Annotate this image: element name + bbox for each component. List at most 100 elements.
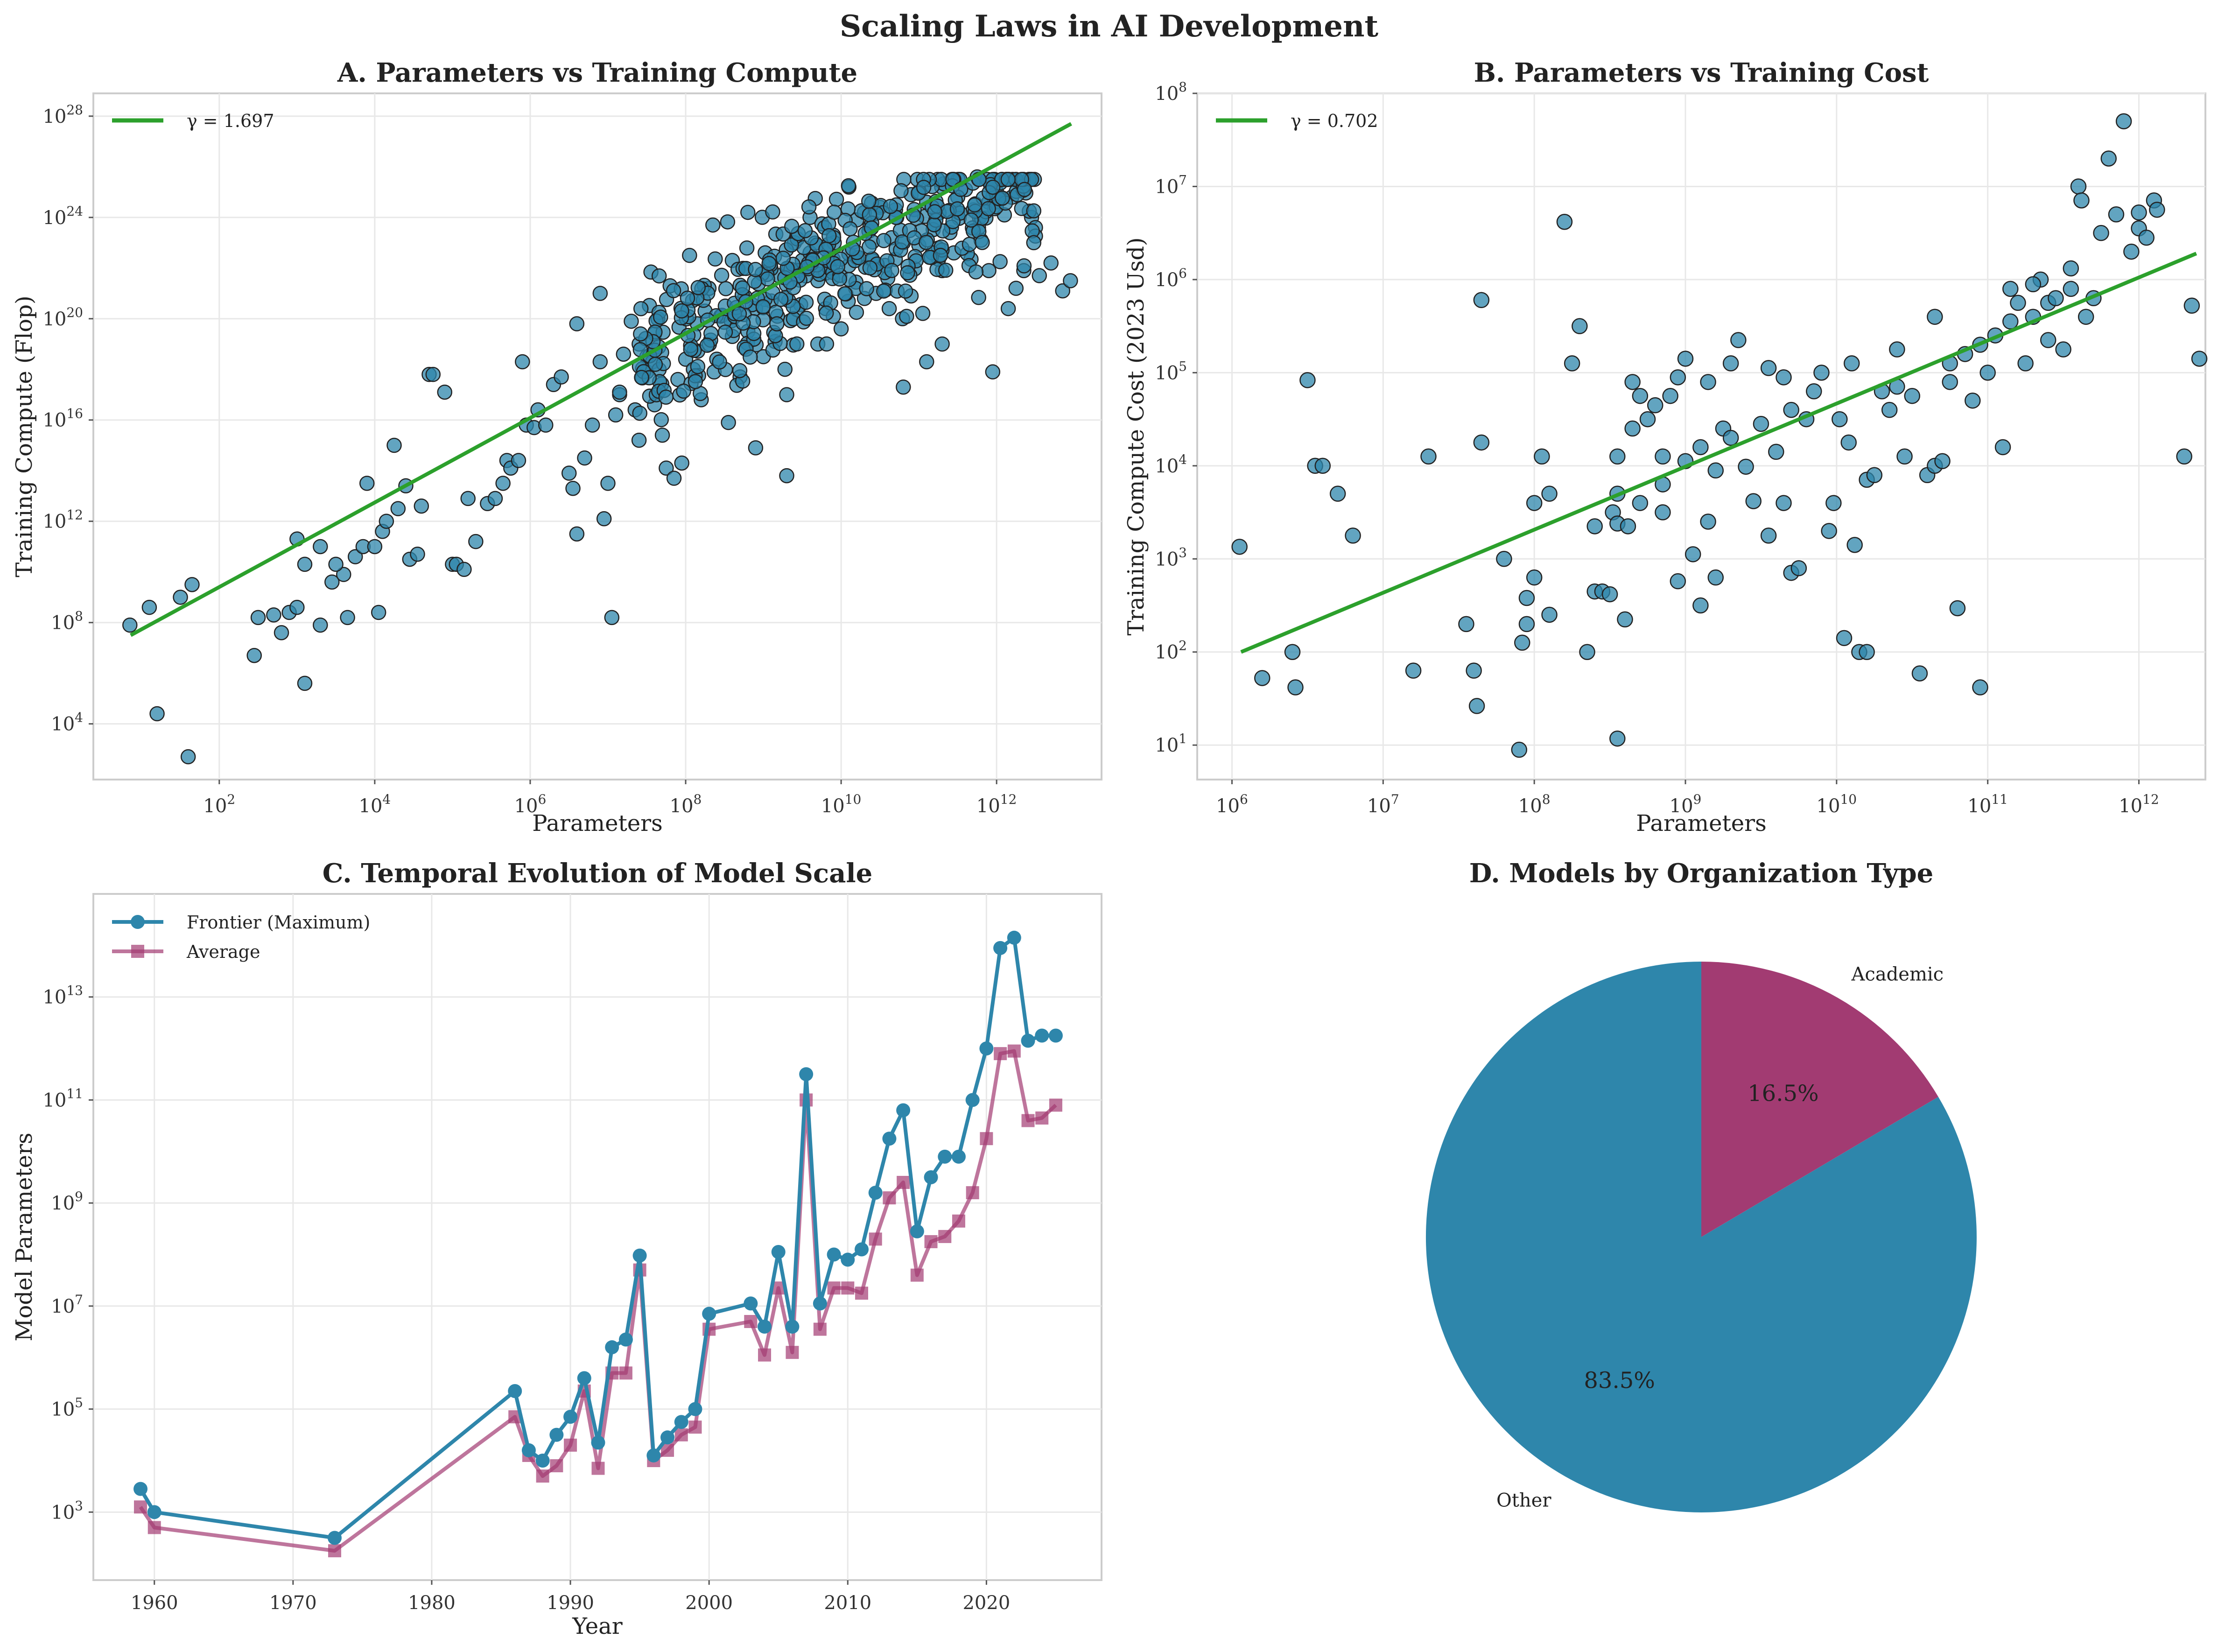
scatter-point xyxy=(1579,644,1595,660)
scatter-point xyxy=(515,354,530,370)
scatter-point xyxy=(761,256,777,271)
x-tick-label: 1012 xyxy=(2119,792,2159,817)
scatter-point xyxy=(1843,355,1860,372)
scatter-point xyxy=(2017,355,2034,372)
frontier-point xyxy=(591,1435,605,1450)
scatter-point xyxy=(1609,448,1626,465)
scatter-point xyxy=(1840,434,1857,451)
y-tick-label: 1012 xyxy=(42,507,83,533)
scatter-point xyxy=(708,251,723,267)
x-tick-label: 1990 xyxy=(547,1592,594,1614)
scatter-point xyxy=(1632,387,1649,404)
scatter-point xyxy=(784,237,799,253)
scatter-point xyxy=(775,251,791,266)
scatter-point xyxy=(1979,365,1996,381)
scatter-point xyxy=(755,299,771,315)
average-point xyxy=(883,1191,896,1205)
scatter-point xyxy=(1026,235,1042,251)
average-point xyxy=(688,1420,702,1434)
scatter-point xyxy=(1639,411,1656,428)
scatter-point xyxy=(705,217,721,233)
y-tick-label: 104 xyxy=(51,710,83,735)
scatter-point xyxy=(862,207,877,223)
panel-d-title: D. Models by Organization Type xyxy=(1469,858,1934,889)
scatter-point xyxy=(739,240,755,256)
scatter-point xyxy=(1534,448,1550,465)
scatter-point xyxy=(2108,206,2125,223)
scatter-point xyxy=(1008,281,1024,296)
scatter-point xyxy=(173,590,188,605)
x-tick-label: 2000 xyxy=(685,1592,733,1614)
frontier-point xyxy=(951,1149,966,1164)
panel-c-legend: Frontier (Maximum) Average xyxy=(112,912,370,962)
scatter-point xyxy=(410,546,425,562)
scatter-point xyxy=(2010,295,2026,311)
scatter-point xyxy=(2093,225,2109,241)
scatter-point xyxy=(487,491,503,506)
scatter-point xyxy=(246,647,262,663)
figure-title: Scaling Laws in AI Development xyxy=(840,9,1379,44)
scatter-point xyxy=(1014,201,1030,216)
scatter-point xyxy=(653,309,668,325)
scatter-point xyxy=(1405,662,1422,679)
scatter-point xyxy=(1662,387,1678,404)
scatter-point xyxy=(468,534,484,549)
scatter-point xyxy=(830,259,845,274)
average-point xyxy=(550,1459,563,1472)
x-tick-label: 107 xyxy=(1367,792,1399,817)
scatter-point xyxy=(1314,457,1331,474)
y-tick-label: 1020 xyxy=(42,305,83,330)
scatter-point xyxy=(1016,258,1032,274)
scatter-point xyxy=(1730,332,1747,348)
scatter-point xyxy=(1813,365,1830,381)
scatter-point xyxy=(633,301,649,316)
scatter-point xyxy=(985,179,1001,195)
scatter-point xyxy=(2115,113,2132,130)
scatter-point xyxy=(336,567,351,582)
scatter-point xyxy=(2025,276,2042,293)
panel-c-legend-frontier-marker xyxy=(131,915,145,929)
y-tick-label: 108 xyxy=(51,609,83,634)
scatter-point xyxy=(1904,387,1921,404)
scatter-point xyxy=(765,204,780,220)
panel-b-axes xyxy=(1196,92,2206,780)
scatter-point xyxy=(1994,439,2011,456)
y-tick-label: 107 xyxy=(51,1292,83,1317)
scatter-point xyxy=(743,349,758,365)
scatter-point xyxy=(927,204,942,219)
scatter-point xyxy=(1760,527,1777,544)
panel-b-legend-fit-label: γ = 0.702 xyxy=(1291,111,1378,131)
scatter-point xyxy=(1586,518,1603,534)
scatter-point xyxy=(2131,204,2147,221)
scatter-point xyxy=(1617,611,1633,628)
scatter-point xyxy=(2040,332,2057,348)
average-point xyxy=(564,1438,577,1452)
scatter-point xyxy=(1692,597,1709,614)
scatter-point xyxy=(833,321,849,337)
scatter-point xyxy=(347,549,363,564)
scatter-point xyxy=(1942,374,1958,390)
scatter-point xyxy=(1776,495,1792,511)
scatter-point xyxy=(658,389,674,405)
y-tick-label: 105 xyxy=(51,1395,83,1420)
scatter-point xyxy=(596,511,612,527)
scatter-point xyxy=(577,450,592,466)
scatter-point xyxy=(779,468,794,484)
scatter-point xyxy=(390,501,406,516)
y-tick-label: 103 xyxy=(51,1498,83,1523)
x-tick-label: 1010 xyxy=(821,792,862,817)
frontier-point xyxy=(147,1505,161,1519)
scatter-point xyxy=(2002,313,2019,330)
frontier-point xyxy=(1035,1028,1049,1043)
panel-b-ylabel: Training Compute Cost (2023 Usd) xyxy=(1123,237,1149,635)
frontier-point xyxy=(674,1415,688,1429)
average-point xyxy=(758,1348,772,1362)
scatter-point xyxy=(682,247,697,263)
scatter-point xyxy=(1806,383,1822,400)
scatter-point xyxy=(1458,616,1474,633)
frontier-point xyxy=(827,1247,841,1262)
frontier-point xyxy=(910,1224,924,1238)
scatter-point xyxy=(821,228,837,244)
y-tick-label: 103 xyxy=(1155,545,1187,570)
pie-label-other: Other xyxy=(1496,1490,1551,1511)
